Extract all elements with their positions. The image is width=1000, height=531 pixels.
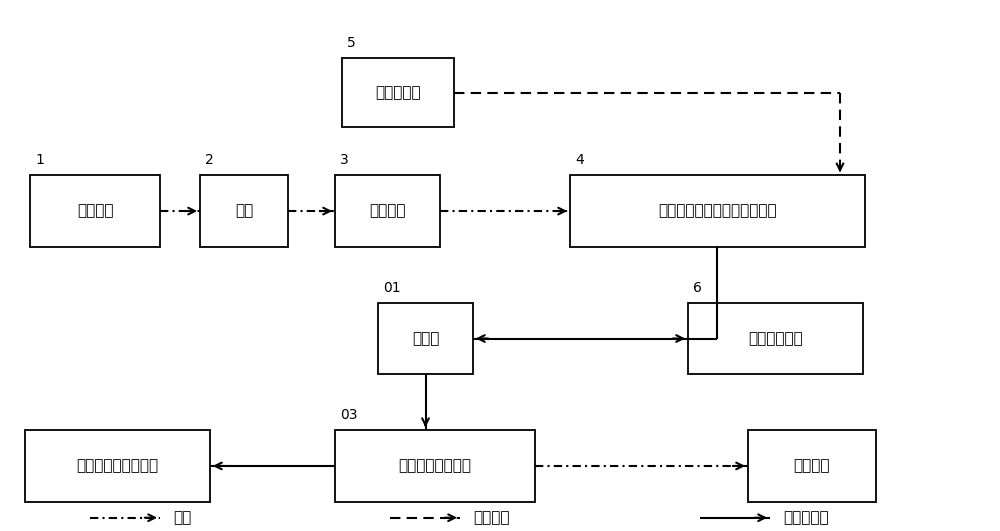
Text: 污水或废料: 污水或废料 xyxy=(783,510,829,525)
Text: 3: 3 xyxy=(340,153,349,167)
FancyBboxPatch shape xyxy=(25,430,210,502)
Text: 真空回收装置: 真空回收装置 xyxy=(748,331,803,346)
FancyBboxPatch shape xyxy=(688,303,863,374)
Text: 5: 5 xyxy=(347,37,356,50)
FancyBboxPatch shape xyxy=(200,175,288,247)
Text: 净水: 净水 xyxy=(173,510,191,525)
Text: 6: 6 xyxy=(693,281,702,295)
FancyBboxPatch shape xyxy=(335,430,535,502)
Text: 01: 01 xyxy=(383,281,401,295)
FancyBboxPatch shape xyxy=(570,175,865,247)
Text: 水箱: 水箱 xyxy=(235,203,253,219)
Text: 空气压缩机: 空气压缩机 xyxy=(375,85,421,100)
Text: 滤袋及废弃涂料处理: 滤袋及废弃涂料处理 xyxy=(76,458,159,474)
Text: 卸料阀: 卸料阀 xyxy=(412,331,439,346)
Text: 高压水泵: 高压水泵 xyxy=(369,203,406,219)
Text: 供水装置: 供水装置 xyxy=(77,203,113,219)
Text: 高压水射流涂料去除执行机构: 高压水射流涂料去除执行机构 xyxy=(658,203,777,219)
Text: 2: 2 xyxy=(205,153,214,167)
FancyBboxPatch shape xyxy=(748,430,876,502)
Text: 开式滤袋过滤装置: 开式滤袋过滤装置 xyxy=(399,458,472,474)
FancyBboxPatch shape xyxy=(30,175,160,247)
Text: 压缩空气: 压缩空气 xyxy=(473,510,510,525)
Text: 净水排放: 净水排放 xyxy=(794,458,830,474)
Text: 1: 1 xyxy=(35,153,44,167)
Text: 03: 03 xyxy=(340,408,358,422)
FancyBboxPatch shape xyxy=(342,58,454,127)
FancyBboxPatch shape xyxy=(378,303,473,374)
FancyBboxPatch shape xyxy=(335,175,440,247)
Text: 4: 4 xyxy=(575,153,584,167)
